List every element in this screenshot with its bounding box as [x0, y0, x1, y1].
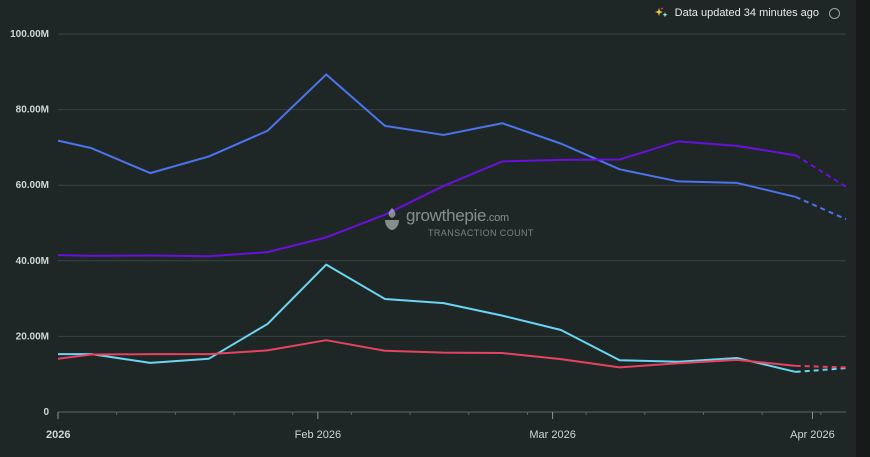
x-tick-label: Apr 2026	[790, 429, 835, 441]
series-projection-0	[795, 196, 847, 221]
watermark-brand: growthepie.com	[406, 206, 509, 225]
sparkle-icon	[654, 7, 668, 18]
info-circle-icon[interactable]	[829, 7, 840, 19]
x-tick-label: 2026	[46, 429, 70, 441]
y-tick-label: 40.00M	[16, 256, 49, 267]
data-updated-text: Data updated 34 minutes ago	[674, 7, 819, 19]
x-tick-label: Feb 2026	[295, 429, 341, 441]
y-tick-label: 0	[43, 407, 49, 418]
series-projection-1	[795, 154, 847, 188]
growthepie-logo-icon	[385, 208, 399, 230]
series-line-3	[57, 339, 796, 369]
y-tick-label: 100.00M	[10, 29, 49, 40]
y-tick-label: 20.00M	[16, 331, 49, 342]
grid-lines	[58, 33, 846, 413]
series-line-2	[58, 263, 796, 373]
series-lines	[57, 73, 847, 373]
y-axis: 0 20.00M 40.00M 60.00M 80.00M 100.00M	[10, 29, 49, 418]
series-line-0	[57, 73, 796, 198]
series-line-1	[57, 140, 796, 258]
right-edge-bar	[856, 0, 870, 457]
y-tick-label: 60.00M	[16, 180, 49, 191]
series-projection-3	[795, 364, 847, 369]
watermark-subtitle: TRANSACTION COUNT	[428, 228, 534, 238]
series-projection-2	[795, 367, 847, 373]
x-tick-label: Mar 2026	[529, 429, 575, 441]
data-updated-status: Data updated 34 minutes ago	[654, 5, 840, 21]
y-tick-label: 80.00M	[16, 105, 49, 116]
x-axis: 2026 Feb 2026 Mar 2026 Apr 2026	[46, 412, 835, 441]
growthepie-watermark: growthepie.com TRANSACTION COUNT	[382, 206, 534, 238]
